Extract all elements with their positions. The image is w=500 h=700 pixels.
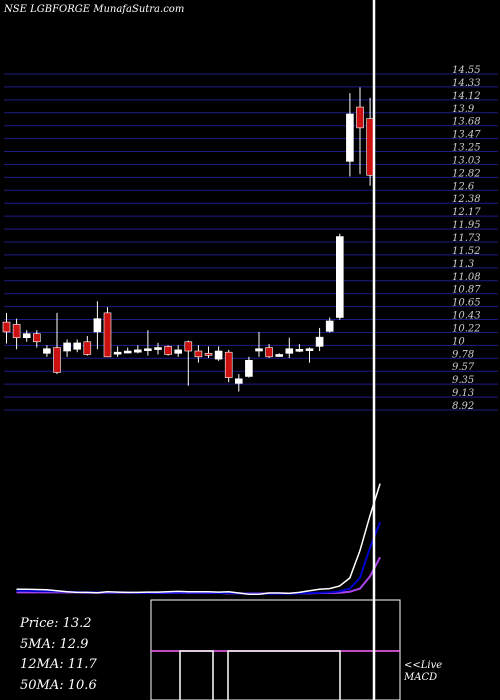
ma5-label: 5MA xyxy=(20,636,51,652)
macd-box xyxy=(150,599,401,700)
ma-slow-line xyxy=(16,556,381,595)
candle-up xyxy=(123,350,132,354)
candle-down xyxy=(356,106,364,129)
price-tick-label: 10.43 xyxy=(452,311,481,322)
price-tick-label: 13.25 xyxy=(452,143,481,154)
price-value: 13.2 xyxy=(62,616,92,631)
ma5-value: 12.9 xyxy=(59,636,89,652)
chart-header: NSE LGBFORGE MunafaSutra.com xyxy=(4,4,184,15)
candle-up xyxy=(73,342,81,350)
price-tick-label: 10.65 xyxy=(452,298,481,309)
price-gridlines xyxy=(4,73,498,411)
exchange-label: NSE xyxy=(4,4,27,15)
price-tick-label: 10.22 xyxy=(452,323,481,334)
price-tick-label: 12.38 xyxy=(452,194,481,205)
macd-label: MACD xyxy=(404,672,438,683)
site-label: MunafaSutra.com xyxy=(93,4,185,15)
ma50-label: 50MA xyxy=(20,677,60,693)
price-tick-label: 10.87 xyxy=(452,285,481,296)
price-tick-label: 13.03 xyxy=(452,155,481,166)
candle-down xyxy=(32,333,41,343)
candle-up xyxy=(113,351,122,355)
ma-fast-line xyxy=(16,483,381,596)
candle-down xyxy=(224,351,233,378)
candle-up xyxy=(154,347,162,350)
candle-up xyxy=(214,350,223,360)
price-tick-label: 13.68 xyxy=(452,117,481,128)
ma-mid-line xyxy=(16,521,382,595)
candle-up xyxy=(315,336,324,347)
candle-down xyxy=(103,312,112,358)
candle-down xyxy=(265,347,273,358)
price-tick-label: 9.57 xyxy=(452,362,475,373)
price-tick-label: 13.47 xyxy=(452,130,481,141)
price-tick-label: 11.52 xyxy=(452,246,481,257)
candle-up xyxy=(174,349,182,354)
macd-panel xyxy=(150,599,401,700)
candle-down xyxy=(194,350,203,358)
symbol-label: LGBFORGE xyxy=(30,4,91,15)
price-tick-label: 12.17 xyxy=(452,207,481,218)
price-tick-label: 9.35 xyxy=(452,375,474,386)
price-tick-label: 11.95 xyxy=(452,220,481,231)
price-tick-label: 14.33 xyxy=(452,78,481,89)
candle-down xyxy=(12,324,21,339)
ma12-row: 12MA: 11.7 xyxy=(20,657,97,672)
price-label: Price xyxy=(20,616,55,631)
candle-down xyxy=(83,341,92,355)
ma12-label: 12MA xyxy=(20,657,60,672)
price-tick-label: 12.6 xyxy=(452,181,475,192)
candle-up xyxy=(245,359,253,377)
candle-down xyxy=(184,341,193,352)
price-tick-label: 11.3 xyxy=(452,259,474,270)
price-tick-label: 12.82 xyxy=(452,168,481,179)
live-label[interactable]: <<Live xyxy=(404,660,443,671)
price-tick-label: 13.9 xyxy=(452,104,475,115)
candle-down xyxy=(366,118,374,176)
price-row: Price: 13.2 xyxy=(20,616,92,631)
candle-up xyxy=(43,348,51,354)
price-tick-label: 9.13 xyxy=(452,388,474,399)
candle-up xyxy=(63,342,71,352)
candle-up xyxy=(295,348,304,352)
macd-histogram-bar xyxy=(179,650,214,700)
price-tick-label: 14.12 xyxy=(452,91,481,102)
candle-up xyxy=(22,333,31,339)
candle-up xyxy=(134,349,142,353)
candle-down xyxy=(164,346,172,355)
moving-average-lines xyxy=(16,483,382,596)
candle-up xyxy=(325,320,334,332)
candle-up xyxy=(93,318,102,333)
macd-histogram-bar xyxy=(227,650,341,700)
price-tick-label: 14.55 xyxy=(452,65,481,76)
candle-down xyxy=(2,321,11,333)
price-tick-label: 9.78 xyxy=(452,349,474,360)
candle-up xyxy=(335,236,344,318)
candle-down xyxy=(53,347,61,373)
ma12-value: 11.7 xyxy=(67,657,97,672)
price-tick-label: 11.08 xyxy=(452,272,481,283)
candle-up xyxy=(144,348,152,352)
candle-down xyxy=(204,353,213,356)
candle-up xyxy=(235,378,243,384)
price-tick-label: 11.73 xyxy=(452,233,481,244)
ma50-row: 50MA: 10.6 xyxy=(20,677,97,693)
candle-up xyxy=(346,113,354,162)
price-tick-label: 10 xyxy=(452,336,465,347)
price-tick-label: 8.92 xyxy=(452,401,474,412)
ma50-value: 10.6 xyxy=(67,677,97,693)
candle-up xyxy=(285,348,294,354)
info-panel: Price: 13.2 5MA: 12.9 12MA: 11.7 50MA: 1… xyxy=(20,614,97,696)
macd-legend: <<Live MACD xyxy=(404,660,442,684)
candle-up xyxy=(275,354,284,357)
candle-up xyxy=(305,348,314,352)
candle-up xyxy=(255,348,263,352)
candlestick-series xyxy=(2,87,374,392)
ma5-row: 5MA: 12.9 xyxy=(20,636,89,652)
